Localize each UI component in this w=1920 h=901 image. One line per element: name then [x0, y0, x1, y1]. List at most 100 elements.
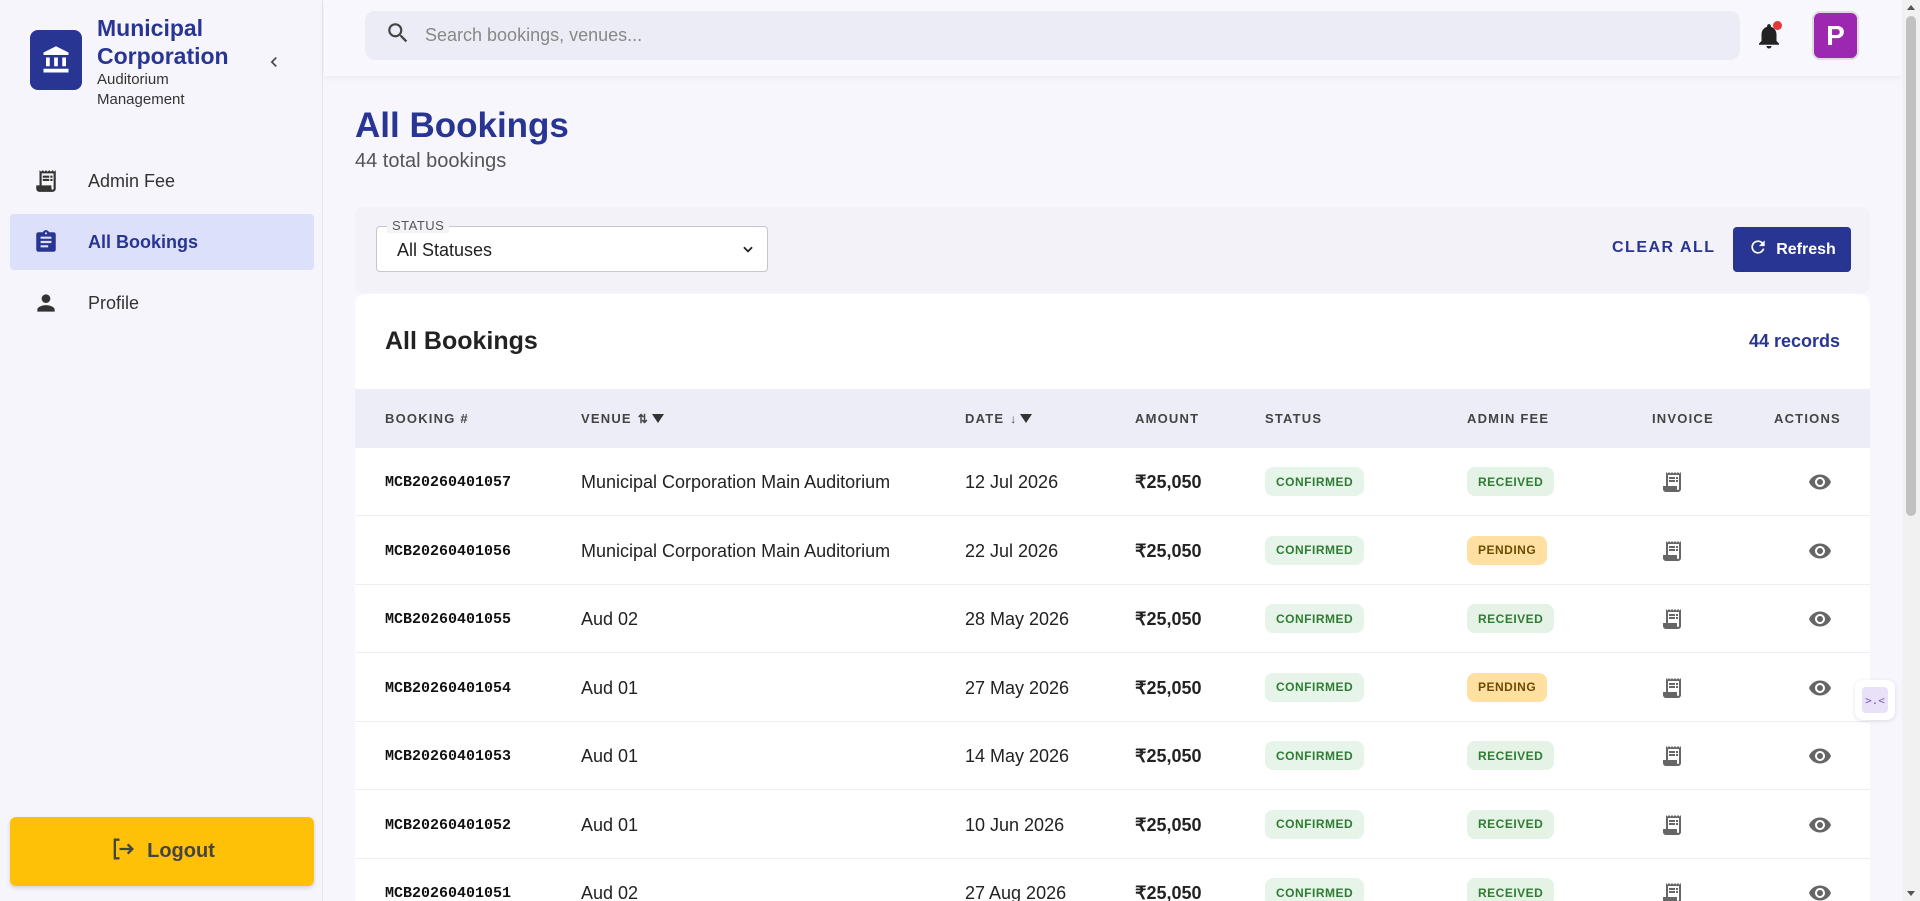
view-icon[interactable]: [1807, 539, 1833, 563]
column-header-label: DATE: [965, 411, 1005, 426]
booking-number: MCB20260401055: [385, 611, 512, 628]
clear-all-button[interactable]: CLEAR ALL: [1612, 239, 1716, 256]
booking-number: MCB20260401054: [385, 679, 512, 697]
refresh-label: Refresh: [1776, 240, 1836, 258]
scrollbar[interactable]: [1902, 0, 1920, 901]
admin-fee-badge: RECEIVED: [1467, 809, 1555, 839]
status-badge: CONFIRMED: [1265, 809, 1365, 839]
booking-number: MCB20260401057: [385, 474, 512, 491]
filter-caret-icon[interactable]: [651, 414, 664, 423]
chevron-down-icon: [741, 242, 755, 261]
table-header: BOOKING # VENUE ⇅ DATE ↓ AMOUNT STATUS ADM…: [355, 389, 1870, 448]
logout-label: Logout: [147, 840, 215, 862]
sidebar-item-admin-fee[interactable]: Admin Fee: [10, 153, 314, 209]
bell-icon[interactable]: [1754, 21, 1784, 51]
venue-name: Aud 01: [581, 746, 639, 766]
sort-desc-icon[interactable]: ↓: [1010, 411, 1017, 426]
venue-name: Aud 01: [581, 814, 639, 835]
view-icon[interactable]: [1807, 744, 1833, 768]
booking-amount: ₹25,050: [1135, 472, 1202, 492]
admin-fee-badge: RECEIVED: [1467, 604, 1555, 633]
booking-date: 10 Jun 2026: [965, 814, 1065, 835]
scroll-down-icon[interactable]: [1907, 891, 1915, 896]
column-header-status: STATUS: [1265, 411, 1322, 426]
sort-icon[interactable]: ⇅: [637, 411, 648, 426]
filter-bar: STATUS All Statuses CLEAR ALL Refresh: [355, 207, 1870, 293]
venue-name: Aud 02: [581, 609, 639, 629]
topbar: P: [324, 0, 1902, 76]
invoice-icon[interactable]: [1660, 607, 1684, 631]
venue-name: Municipal Corporation Main Auditorium: [581, 472, 891, 492]
refresh-button[interactable]: Refresh: [1733, 227, 1851, 272]
table-row[interactable]: MCB20260401055 Aud 02 28 May 2026 ₹25,050 CO…: [355, 585, 1870, 653]
sidebar-item-label: Profile: [88, 292, 140, 313]
table-row[interactable]: MCB20260401051 Aud 02 27 Aug 2026 ₹25,050 CO…: [355, 859, 1870, 901]
table-row[interactable]: MCB20260401053 Aud 01 14 May 2026 ₹25,050 CO…: [355, 722, 1870, 790]
invoice-icon[interactable]: [1660, 744, 1684, 768]
invoice-icon[interactable]: [1660, 813, 1684, 837]
brand: Municipal Corporation Auditorium Managem…: [30, 14, 247, 110]
view-icon[interactable]: [1807, 676, 1833, 700]
status-badge: CONFIRMED: [1265, 604, 1365, 633]
receipt-icon: [32, 167, 60, 195]
sidebar-item-all-bookings[interactable]: All Bookings: [10, 214, 314, 270]
invoice-icon[interactable]: [1660, 539, 1684, 563]
sidebar-item-profile[interactable]: Profile: [10, 275, 314, 331]
column-header-date[interactable]: DATE ↓: [965, 411, 1033, 426]
logout-icon: [109, 835, 137, 868]
view-icon[interactable]: [1807, 881, 1833, 901]
status-badge: CONFIRMED: [1265, 535, 1365, 565]
status-badge: CONFIRMED: [1265, 741, 1365, 770]
column-header-label: VENUE: [581, 411, 632, 426]
booking-amount: ₹25,050: [1135, 540, 1202, 561]
column-header-admin-fee: ADMIN FEE: [1467, 411, 1549, 426]
column-header-label: STATUS: [1265, 411, 1323, 426]
search-icon: [385, 20, 411, 51]
search-input[interactable]: [425, 25, 1625, 46]
venue-name: Aud 01: [581, 677, 639, 698]
booking-number: MCB20260401051: [385, 885, 512, 901]
invoice-icon[interactable]: [1660, 676, 1684, 700]
chevron-left-icon[interactable]: [262, 50, 286, 74]
column-header-label: AMOUNT: [1135, 411, 1200, 426]
column-header-amount: AMOUNT: [1135, 411, 1199, 426]
column-header-label: INVOICE: [1652, 411, 1714, 426]
clipboard-icon: [32, 228, 60, 256]
logout-button[interactable]: Logout: [10, 817, 314, 886]
invoice-icon[interactable]: [1660, 881, 1684, 901]
scrollbar-thumb[interactable]: [1906, 16, 1916, 516]
column-header-venue[interactable]: VENUE ⇅: [581, 411, 664, 426]
view-icon[interactable]: [1807, 813, 1833, 837]
bank-icon: [30, 30, 82, 90]
status-select[interactable]: STATUS All Statuses: [376, 218, 768, 272]
brand-title: Municipal Corporation: [97, 15, 229, 69]
admin-fee-badge: RECEIVED: [1467, 467, 1555, 496]
sidebar: Municipal Corporation Auditorium Managem…: [0, 0, 323, 901]
booking-date: 12 Jul 2026: [965, 472, 1059, 492]
booking-amount: ₹25,050: [1135, 746, 1202, 766]
column-header-actions: ACTIONS: [1774, 411, 1841, 426]
scroll-up-icon[interactable]: [1907, 5, 1915, 10]
admin-fee-badge: RECEIVED: [1467, 741, 1555, 770]
column-header-invoice: INVOICE: [1652, 411, 1714, 426]
avatar[interactable]: P: [1812, 11, 1859, 60]
sidebar-item-label: Admin Fee: [88, 170, 176, 191]
notification-dot: [1773, 21, 1782, 30]
table-row[interactable]: MCB20260401052 Aud 01 10 Jun 2026 ₹25,050 CO…: [355, 791, 1870, 859]
sidebar-nav: Admin Fee All Bookings Profile: [10, 153, 314, 336]
booking-number: MCB20260401056: [385, 542, 512, 560]
floating-widget[interactable]: >.<: [1855, 680, 1895, 720]
status-badge: CONFIRMED: [1265, 878, 1365, 901]
booking-date: 27 Aug 2026: [965, 883, 1067, 901]
column-header-booking: BOOKING #: [385, 411, 469, 426]
view-icon[interactable]: [1807, 607, 1833, 631]
record-count: 44 records: [1748, 331, 1840, 351]
view-icon[interactable]: [1807, 470, 1833, 494]
table-row[interactable]: MCB20260401057 Municipal Corporation Main…: [355, 448, 1870, 516]
table-row[interactable]: MCB20260401056 Municipal Corporation Main…: [355, 517, 1870, 585]
invoice-icon[interactable]: [1660, 470, 1684, 494]
table-title: All Bookings: [385, 327, 538, 355]
table-row[interactable]: MCB20260401054 Aud 01 27 May 2026 ₹25,050 CO…: [355, 654, 1870, 722]
filter-caret-icon[interactable]: [1020, 414, 1033, 423]
person-icon: [32, 289, 60, 317]
